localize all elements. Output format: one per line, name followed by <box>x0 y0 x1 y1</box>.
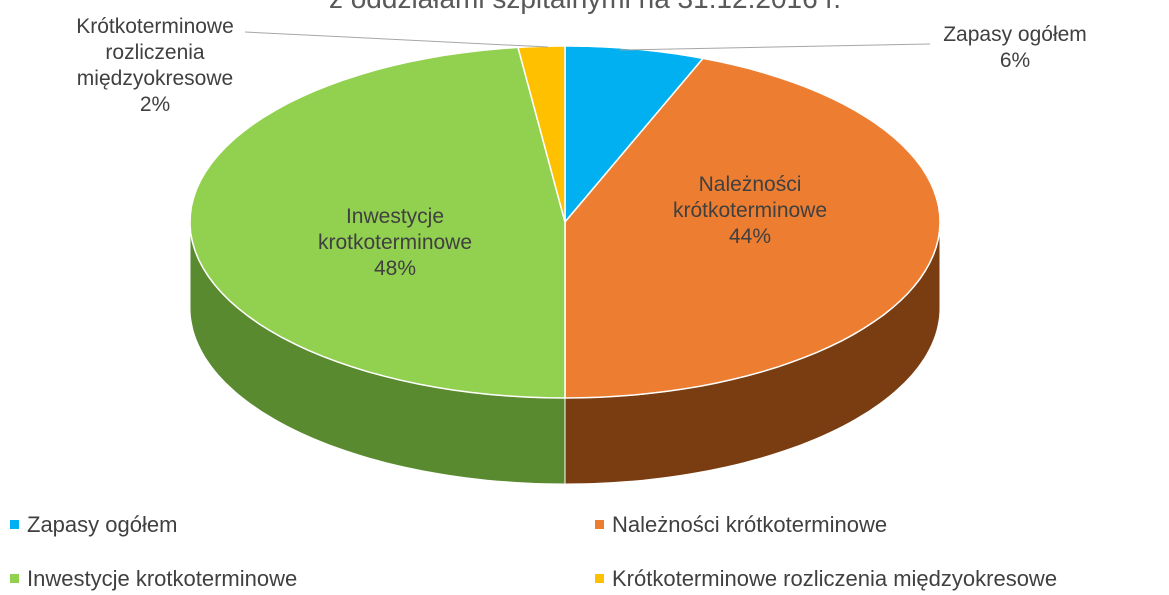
legend-entry: Inwestycje krotkoterminowe <box>10 566 297 592</box>
data-label-name: Inwestycje krotkoterminowe <box>317 205 473 254</box>
legend-entry: Należności krótkoterminowe <box>595 512 887 538</box>
legend-label: Należności krótkoterminowe <box>612 512 888 537</box>
data-label-value: 48% <box>373 257 417 280</box>
legend-label: Inwestycje krotkoterminowe <box>27 566 298 591</box>
data-label-name: Zapasy ogółem <box>943 23 1087 46</box>
legend-label: Krótkoterminowe rozliczenia międzyokreso… <box>612 566 1058 591</box>
legend-label: Zapasy ogółem <box>27 512 178 537</box>
data-label-name: Należności krótkoterminowe <box>672 173 828 222</box>
slice <box>564 45 705 225</box>
legend-swatch <box>595 573 604 583</box>
legend-entry: Zapasy ogółem <box>10 512 177 538</box>
data-label-name: Krótkoterminowe rozliczenia międzyokreso… <box>76 15 234 90</box>
leader-line <box>619 43 931 51</box>
slice <box>189 46 566 399</box>
legend-swatch <box>10 519 19 529</box>
legend-swatch <box>10 573 19 583</box>
data-label-value: 2% <box>139 93 171 116</box>
leader-line <box>244 31 549 48</box>
data-label-value: 44% <box>728 225 772 248</box>
slice <box>564 57 941 399</box>
data-label-value: 6% <box>999 49 1031 72</box>
legend-swatch <box>595 519 604 529</box>
chart-title: z oddziałami szpitalnymi na 31.12.2016 r… <box>329 0 841 14</box>
legend-entry: Krótkoterminowe rozliczenia międzyokreso… <box>595 566 1057 592</box>
